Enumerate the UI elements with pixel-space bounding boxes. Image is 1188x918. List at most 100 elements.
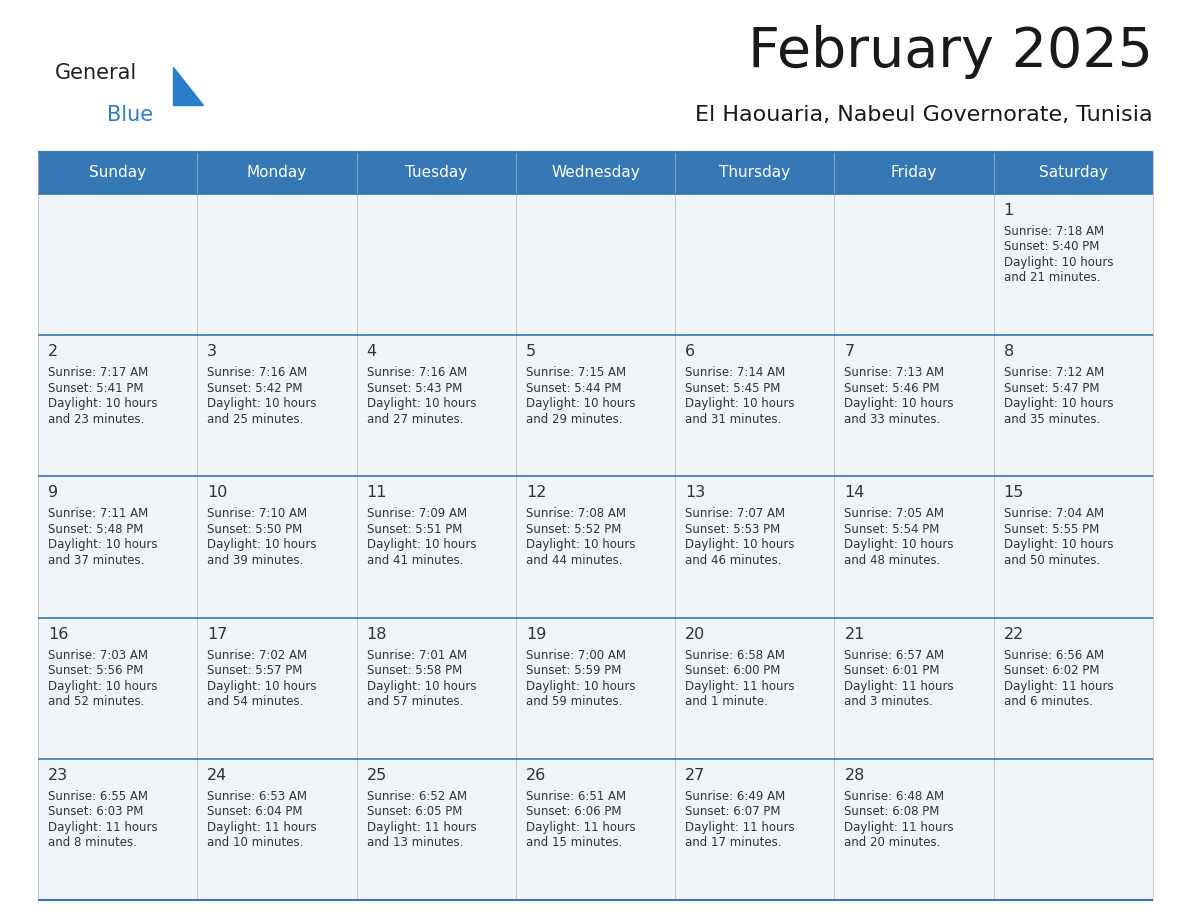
Bar: [38, 618, 197, 759]
Text: Sunset: 5:51 PM: Sunset: 5:51 PM: [367, 523, 462, 536]
Text: Sunset: 5:46 PM: Sunset: 5:46 PM: [845, 382, 940, 395]
Bar: [675, 476, 834, 618]
Text: Sunrise: 6:49 AM: Sunrise: 6:49 AM: [685, 789, 785, 803]
Text: and 54 minutes.: and 54 minutes.: [207, 695, 304, 708]
Text: and 25 minutes.: and 25 minutes.: [207, 413, 304, 426]
Text: Sunset: 6:06 PM: Sunset: 6:06 PM: [526, 805, 621, 818]
Text: Sunrise: 7:02 AM: Sunrise: 7:02 AM: [207, 649, 308, 662]
Text: Daylight: 10 hours: Daylight: 10 hours: [48, 679, 158, 692]
Text: and 10 minutes.: and 10 minutes.: [207, 836, 304, 849]
Text: 3: 3: [207, 344, 217, 359]
Text: Sunrise: 7:07 AM: Sunrise: 7:07 AM: [685, 508, 785, 521]
Text: Blue: Blue: [107, 105, 153, 125]
Bar: [38, 759, 197, 900]
Text: Daylight: 11 hours: Daylight: 11 hours: [845, 679, 954, 692]
Text: and 8 minutes.: and 8 minutes.: [48, 836, 137, 849]
Text: Daylight: 10 hours: Daylight: 10 hours: [367, 679, 476, 692]
Text: and 20 minutes.: and 20 minutes.: [845, 836, 941, 849]
Text: 23: 23: [48, 767, 68, 783]
Text: Sunset: 5:58 PM: Sunset: 5:58 PM: [367, 664, 462, 677]
Text: and 17 minutes.: and 17 minutes.: [685, 836, 782, 849]
Text: Saturday: Saturday: [1038, 165, 1108, 181]
Bar: [356, 759, 516, 900]
Text: 24: 24: [207, 767, 228, 783]
Text: Sunrise: 6:58 AM: Sunrise: 6:58 AM: [685, 649, 785, 662]
Text: Sunrise: 7:09 AM: Sunrise: 7:09 AM: [367, 508, 467, 521]
Text: Sunset: 5:50 PM: Sunset: 5:50 PM: [207, 523, 303, 536]
Text: Daylight: 10 hours: Daylight: 10 hours: [845, 538, 954, 552]
Text: Sunset: 5:47 PM: Sunset: 5:47 PM: [1004, 382, 1099, 395]
Text: 10: 10: [207, 486, 228, 500]
Text: Sunset: 5:44 PM: Sunset: 5:44 PM: [526, 382, 621, 395]
Text: Sunrise: 7:04 AM: Sunrise: 7:04 AM: [1004, 508, 1104, 521]
Text: El Haouaria, Nabeul Governorate, Tunisia: El Haouaria, Nabeul Governorate, Tunisia: [695, 105, 1154, 125]
Bar: [834, 335, 993, 476]
Bar: [38, 476, 197, 618]
Text: and 35 minutes.: and 35 minutes.: [1004, 413, 1100, 426]
Text: Sunset: 6:01 PM: Sunset: 6:01 PM: [845, 664, 940, 677]
Text: Daylight: 10 hours: Daylight: 10 hours: [1004, 256, 1113, 269]
Text: Wednesday: Wednesday: [551, 165, 640, 181]
Text: Sunset: 6:05 PM: Sunset: 6:05 PM: [367, 805, 462, 818]
Bar: [834, 618, 993, 759]
Text: Sunset: 5:54 PM: Sunset: 5:54 PM: [845, 523, 940, 536]
Text: and 44 minutes.: and 44 minutes.: [526, 554, 623, 567]
Bar: [834, 194, 993, 335]
Text: 17: 17: [207, 627, 228, 642]
Text: Daylight: 10 hours: Daylight: 10 hours: [207, 538, 317, 552]
Text: Sunrise: 7:10 AM: Sunrise: 7:10 AM: [207, 508, 308, 521]
Text: Tuesday: Tuesday: [405, 165, 467, 181]
Text: and 33 minutes.: and 33 minutes.: [845, 413, 941, 426]
Text: Sunrise: 7:03 AM: Sunrise: 7:03 AM: [48, 649, 148, 662]
Text: and 48 minutes.: and 48 minutes.: [845, 554, 941, 567]
Text: Thursday: Thursday: [719, 165, 790, 181]
Text: Daylight: 10 hours: Daylight: 10 hours: [685, 538, 795, 552]
Text: Sunset: 5:53 PM: Sunset: 5:53 PM: [685, 523, 781, 536]
Bar: [675, 194, 834, 335]
Text: Sunday: Sunday: [89, 165, 146, 181]
Text: Sunrise: 6:53 AM: Sunrise: 6:53 AM: [207, 789, 308, 803]
Text: 6: 6: [685, 344, 695, 359]
Bar: [516, 759, 675, 900]
Text: 11: 11: [367, 486, 387, 500]
Text: Sunrise: 7:18 AM: Sunrise: 7:18 AM: [1004, 225, 1104, 238]
Text: and 37 minutes.: and 37 minutes.: [48, 554, 145, 567]
Text: and 21 minutes.: and 21 minutes.: [1004, 272, 1100, 285]
Text: 1: 1: [1004, 203, 1015, 218]
Bar: [834, 759, 993, 900]
Bar: [356, 618, 516, 759]
Text: Daylight: 10 hours: Daylight: 10 hours: [526, 679, 636, 692]
Text: Sunset: 5:43 PM: Sunset: 5:43 PM: [367, 382, 462, 395]
Text: 14: 14: [845, 486, 865, 500]
Text: and 50 minutes.: and 50 minutes.: [1004, 554, 1100, 567]
Text: Sunrise: 6:52 AM: Sunrise: 6:52 AM: [367, 789, 467, 803]
Text: 8: 8: [1004, 344, 1015, 359]
Text: February 2025: February 2025: [748, 25, 1154, 79]
Text: and 39 minutes.: and 39 minutes.: [207, 554, 304, 567]
Text: Sunset: 5:45 PM: Sunset: 5:45 PM: [685, 382, 781, 395]
Bar: [516, 194, 675, 335]
Text: Daylight: 10 hours: Daylight: 10 hours: [685, 397, 795, 410]
Text: Sunset: 5:40 PM: Sunset: 5:40 PM: [1004, 241, 1099, 253]
Text: Daylight: 11 hours: Daylight: 11 hours: [48, 821, 158, 834]
Bar: [675, 618, 834, 759]
Text: Daylight: 10 hours: Daylight: 10 hours: [526, 397, 636, 410]
Text: Sunrise: 7:00 AM: Sunrise: 7:00 AM: [526, 649, 626, 662]
Text: 13: 13: [685, 486, 706, 500]
Bar: [993, 476, 1154, 618]
Text: 27: 27: [685, 767, 706, 783]
Bar: [356, 194, 516, 335]
Text: Daylight: 10 hours: Daylight: 10 hours: [48, 538, 158, 552]
Text: Sunset: 5:55 PM: Sunset: 5:55 PM: [1004, 523, 1099, 536]
Text: and 23 minutes.: and 23 minutes.: [48, 413, 145, 426]
Text: Sunrise: 6:56 AM: Sunrise: 6:56 AM: [1004, 649, 1104, 662]
Text: Daylight: 10 hours: Daylight: 10 hours: [367, 397, 476, 410]
Bar: [197, 335, 356, 476]
Bar: [38, 194, 197, 335]
Text: and 46 minutes.: and 46 minutes.: [685, 554, 782, 567]
Text: Sunrise: 7:13 AM: Sunrise: 7:13 AM: [845, 366, 944, 379]
Text: and 1 minute.: and 1 minute.: [685, 695, 767, 708]
Bar: [197, 194, 356, 335]
Text: and 57 minutes.: and 57 minutes.: [367, 695, 463, 708]
Text: Daylight: 11 hours: Daylight: 11 hours: [685, 679, 795, 692]
